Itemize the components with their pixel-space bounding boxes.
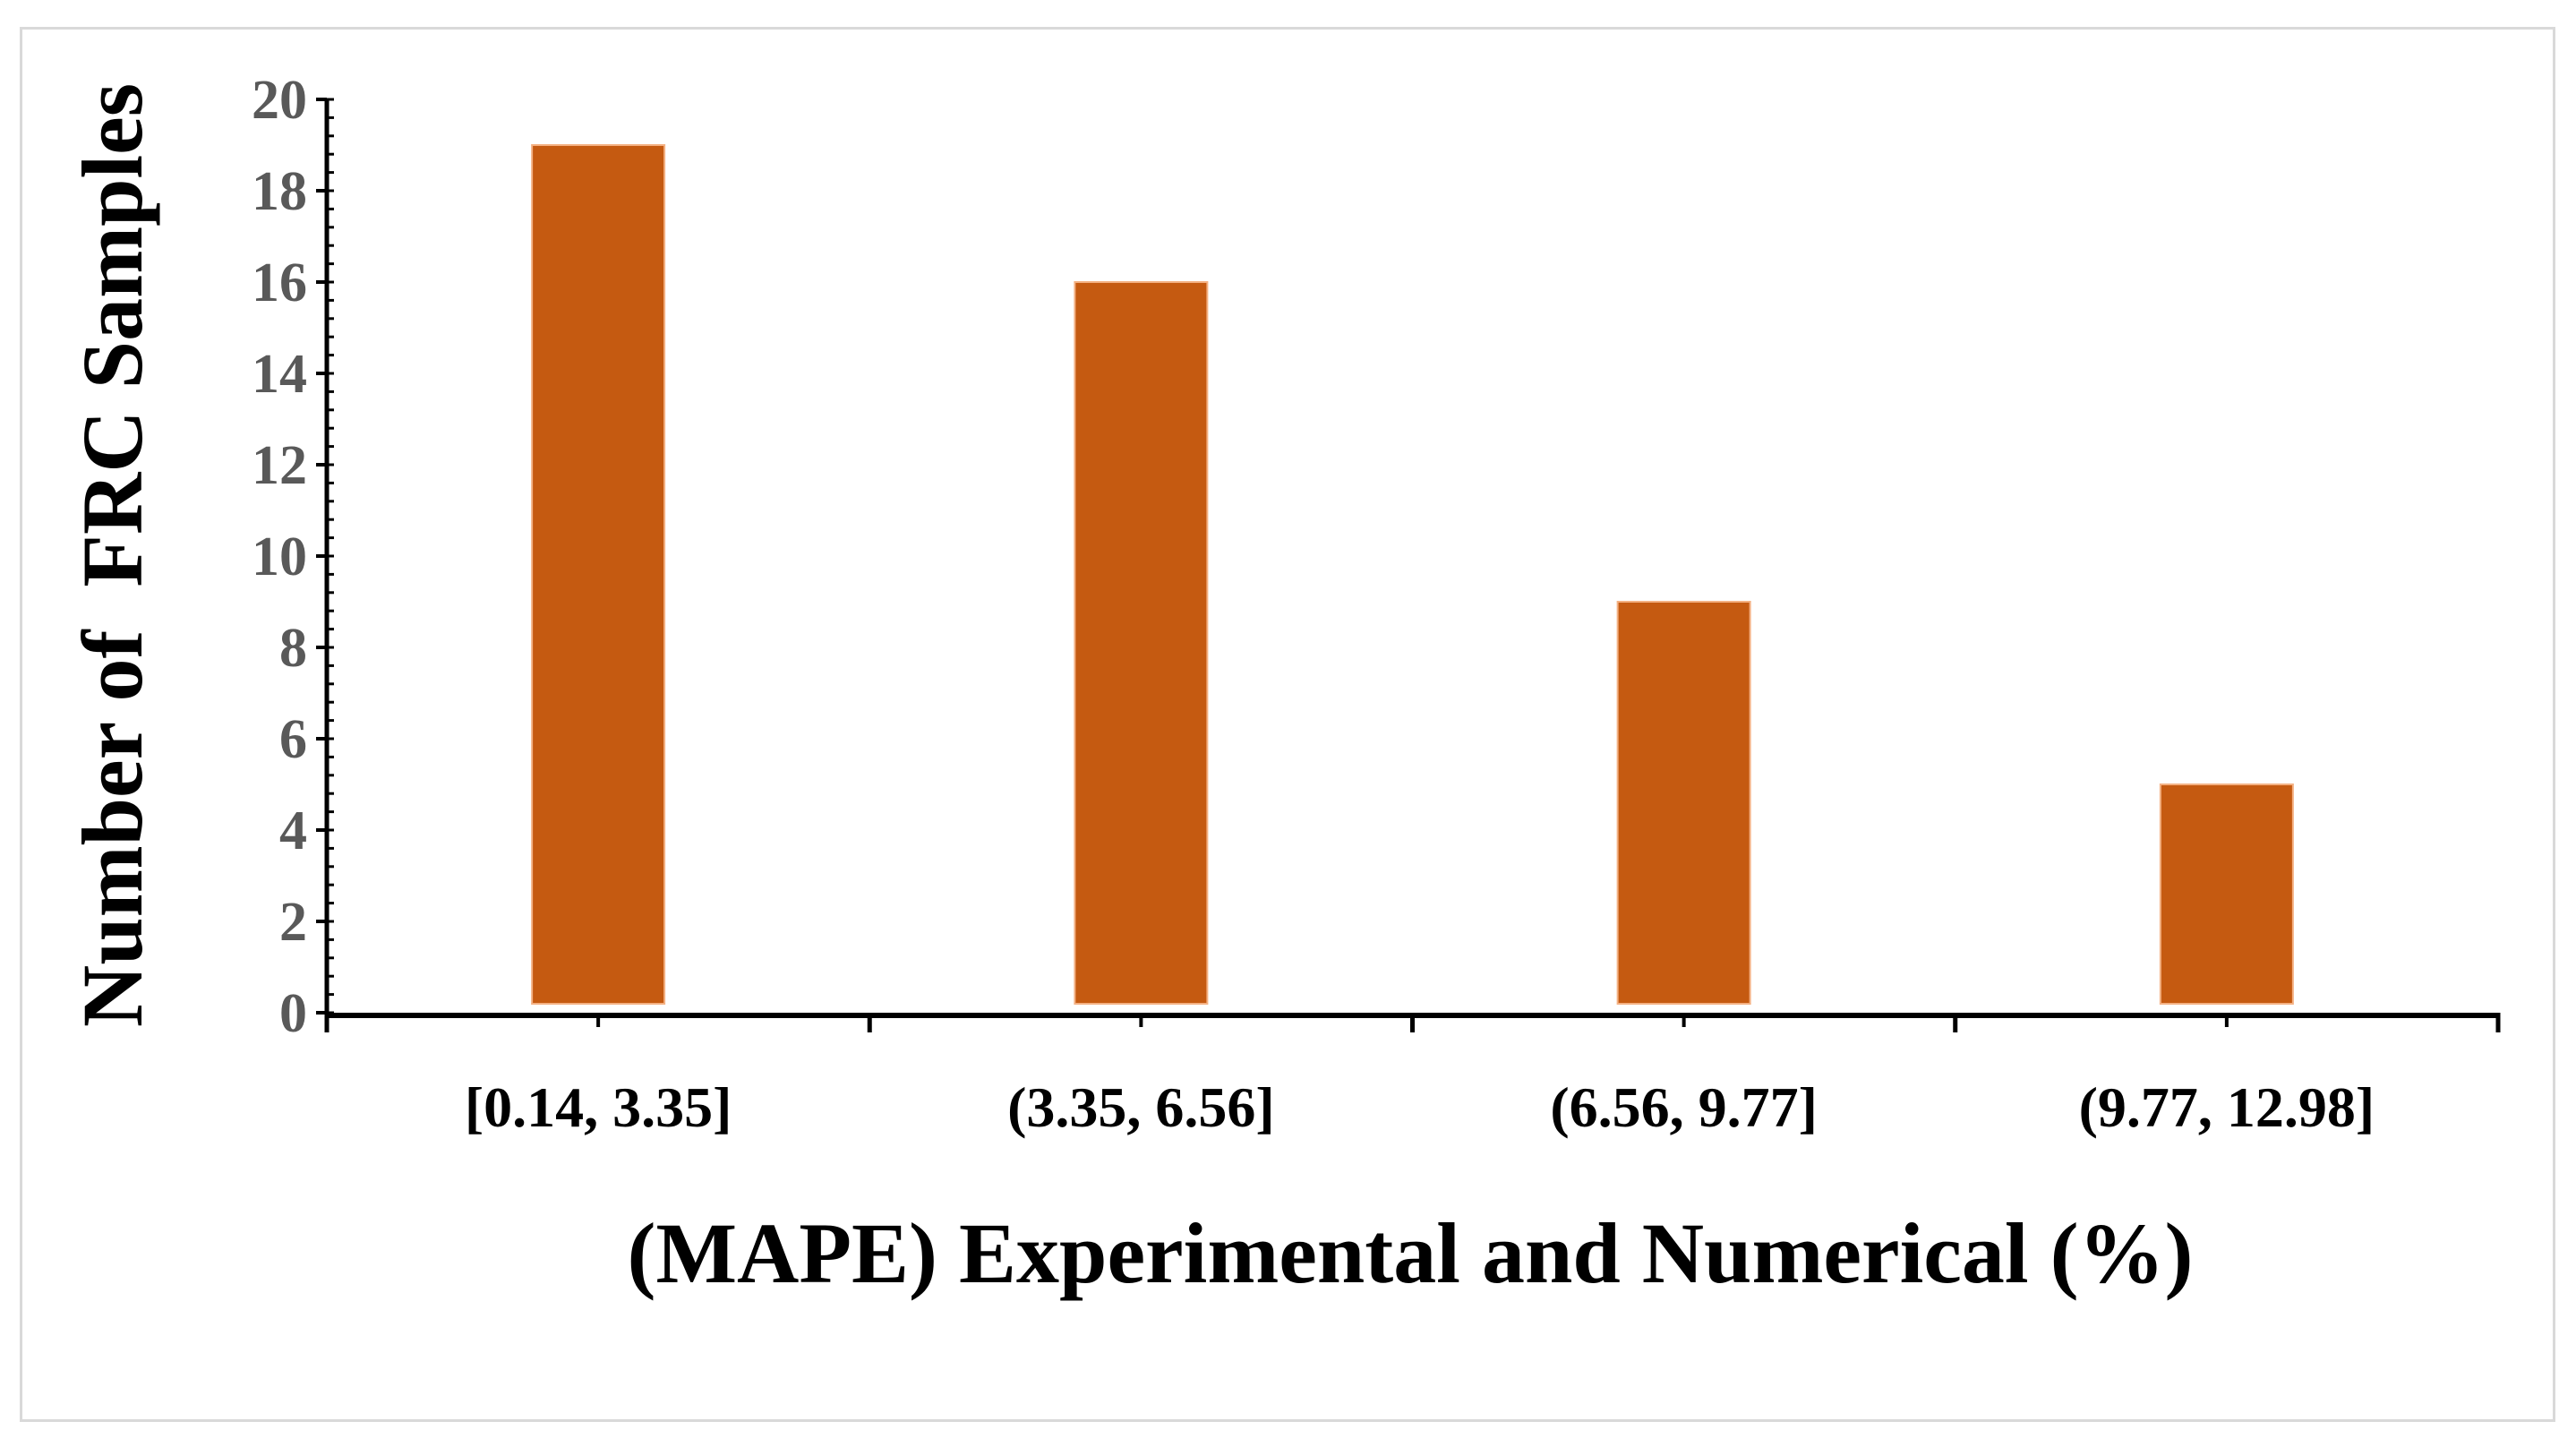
y-tick-label: 16: [252, 253, 307, 313]
x-axis-title: (MAPE) Experimental and Numerical (%): [627, 1205, 2193, 1301]
y-tick-label: 20: [252, 70, 307, 131]
x-tick-label: (3.35, 6.56]: [1007, 1075, 1275, 1139]
y-tick-label: 12: [252, 435, 307, 496]
x-tick-label: (9.77, 12.98]: [2079, 1075, 2375, 1139]
x-tick-label: [0.14, 3.35]: [465, 1075, 732, 1139]
bar: [2159, 783, 2294, 1005]
y-axis-title: Number of FRC Samples: [64, 83, 160, 1027]
bar: [1616, 601, 1751, 1005]
chart-frame: [20, 27, 2555, 1422]
axes-group: [316, 98, 2501, 1032]
y-tick-label: 2: [279, 892, 307, 953]
y-tick-label: 18: [252, 161, 307, 222]
y-tick-label: 0: [279, 983, 307, 1044]
y-tick-labels: 0 2 4 6 8 10 12 14 16 18 20: [252, 70, 307, 1044]
y-tick-label: 14: [252, 344, 307, 405]
bars-group: [531, 144, 2294, 1005]
bar: [531, 144, 666, 1005]
x-tick-labels: [0.14, 3.35] (3.35, 6.56] (6.56, 9.77] (9.7…: [465, 1075, 2375, 1139]
y-tick-label: 4: [279, 801, 307, 861]
y-tick-label: 10: [252, 527, 307, 587]
bar: [1074, 281, 1209, 1005]
x-tick-label: (6.56, 9.77]: [1550, 1075, 1818, 1139]
y-tick-label: 6: [279, 709, 307, 770]
y-tick-label: 8: [279, 618, 307, 679]
